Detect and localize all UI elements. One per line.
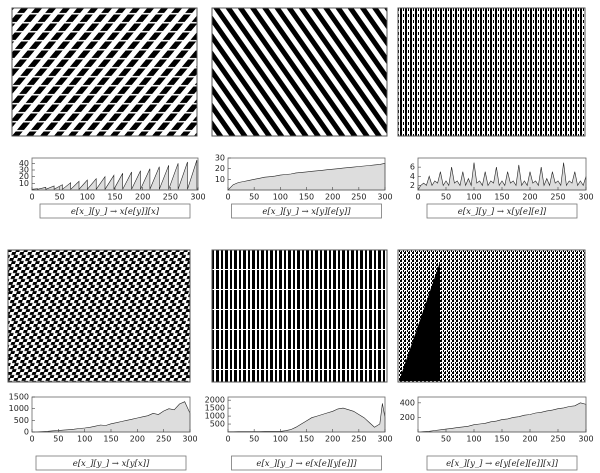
area — [31, 159, 199, 191]
x-tick-label: 200 — [135, 193, 150, 202]
x-tick-label: 250 — [550, 193, 565, 202]
x-tick-label: 0 — [225, 193, 230, 202]
caption: e[x_][y_] → x[y[e][e]] — [458, 207, 547, 217]
caption: e[x_][y_] → x[e[y]][x] — [71, 207, 160, 217]
pattern-image — [11, 7, 198, 137]
x-tick-label: 200 — [325, 435, 340, 444]
area — [417, 162, 587, 191]
x-tick-label: 250 — [163, 193, 178, 202]
pattern-shade — [399, 262, 440, 381]
caption: e[x_][y_] → x[y][e[y]] — [262, 207, 351, 217]
caption-box — [39, 203, 191, 219]
pattern-image — [397, 7, 586, 137]
x-tick-label: 50 — [249, 193, 259, 202]
x-tick-label: 0 — [225, 435, 230, 444]
y-tick-label: 30 — [19, 166, 29, 175]
y-tick-label: 20 — [19, 172, 29, 181]
pattern-image — [7, 249, 191, 383]
x-tick-label: 200 — [130, 435, 145, 444]
x-tick-label: 150 — [299, 193, 314, 202]
x-tick-label: 150 — [494, 193, 509, 202]
x-tick-label: 150 — [107, 193, 122, 202]
x-tick-label: 200 — [325, 193, 340, 202]
x-tick-label: 100 — [466, 193, 481, 202]
caption-box — [426, 203, 578, 219]
y-tick-label: 10 — [19, 179, 29, 188]
pattern-images — [7, 7, 586, 383]
x-tick-label: 0 — [415, 435, 420, 444]
y-tick-label: 40 — [19, 159, 29, 168]
y-tick-label: 1500 — [9, 393, 29, 402]
x-tick-label: 300 — [182, 435, 197, 444]
y-tick-label: 500 — [14, 416, 29, 425]
x-tick-label: 50 — [53, 435, 63, 444]
y-tick-label: 1000 — [205, 412, 225, 421]
y-tick-label: 6 — [410, 163, 415, 172]
y-tick-label: 2 — [410, 181, 415, 190]
x-tick-label: 300 — [578, 435, 593, 444]
area — [227, 162, 386, 191]
x-tick-label: 300 — [190, 193, 205, 202]
x-tick-label: 300 — [578, 193, 593, 202]
x-tick-label: 150 — [299, 435, 314, 444]
x-tick-label: 200 — [522, 435, 537, 444]
caption: e[x_][y_] → x[y[x]] — [73, 459, 150, 469]
x-tick-label: 0 — [415, 193, 420, 202]
y-tick-label: 10 — [215, 175, 225, 184]
x-tick-label: 50 — [55, 193, 65, 202]
x-tick-label: 150 — [494, 435, 509, 444]
x-tick-label: 200 — [522, 193, 537, 202]
y-tick-label: 2000 — [205, 396, 225, 405]
caption: e[x_][y_] → e[x[e][y[e]]] — [256, 459, 357, 469]
caption-box — [231, 455, 382, 471]
caption-box — [231, 203, 382, 219]
y-tick-label: 30 — [215, 154, 225, 163]
x-tick-label: 150 — [103, 435, 118, 444]
y-tick-label: 1000 — [9, 404, 29, 413]
y-tick-label: 1500 — [205, 404, 225, 413]
x-tick-label: 50 — [249, 435, 259, 444]
x-tick-label: 50 — [441, 193, 451, 202]
pattern-image — [211, 7, 388, 137]
x-tick-label: 0 — [29, 435, 34, 444]
area — [227, 403, 386, 433]
area — [31, 401, 191, 433]
x-tick-label: 100 — [466, 435, 481, 444]
y-tick-label: 0 — [24, 428, 29, 437]
y-tick-label: 400 — [400, 398, 415, 407]
x-tick-label: 100 — [80, 193, 95, 202]
pattern-image — [211, 249, 388, 383]
x-tick-label: 100 — [273, 193, 288, 202]
x-tick-label: 250 — [351, 435, 366, 444]
y-tick-label: 20 — [215, 164, 225, 173]
x-tick-label: 100 — [77, 435, 92, 444]
caption-box — [35, 455, 187, 471]
x-tick-label: 250 — [550, 435, 565, 444]
x-tick-label: 250 — [156, 435, 171, 444]
caption-box — [426, 455, 578, 471]
x-tick-label: 250 — [351, 193, 366, 202]
y-tick-label: 4 — [410, 172, 415, 181]
caption: e[x_][y_] → e[y[e[e][e]][x]] — [446, 459, 558, 469]
x-tick-label: 300 — [377, 193, 392, 202]
x-tick-label: 100 — [273, 435, 288, 444]
area — [417, 402, 587, 433]
x-tick-label: 0 — [29, 193, 34, 202]
x-tick-label: 300 — [377, 435, 392, 444]
y-tick-label: 500 — [210, 420, 225, 429]
x-tick-label: 50 — [441, 435, 451, 444]
y-tick-label: 200 — [400, 413, 415, 422]
